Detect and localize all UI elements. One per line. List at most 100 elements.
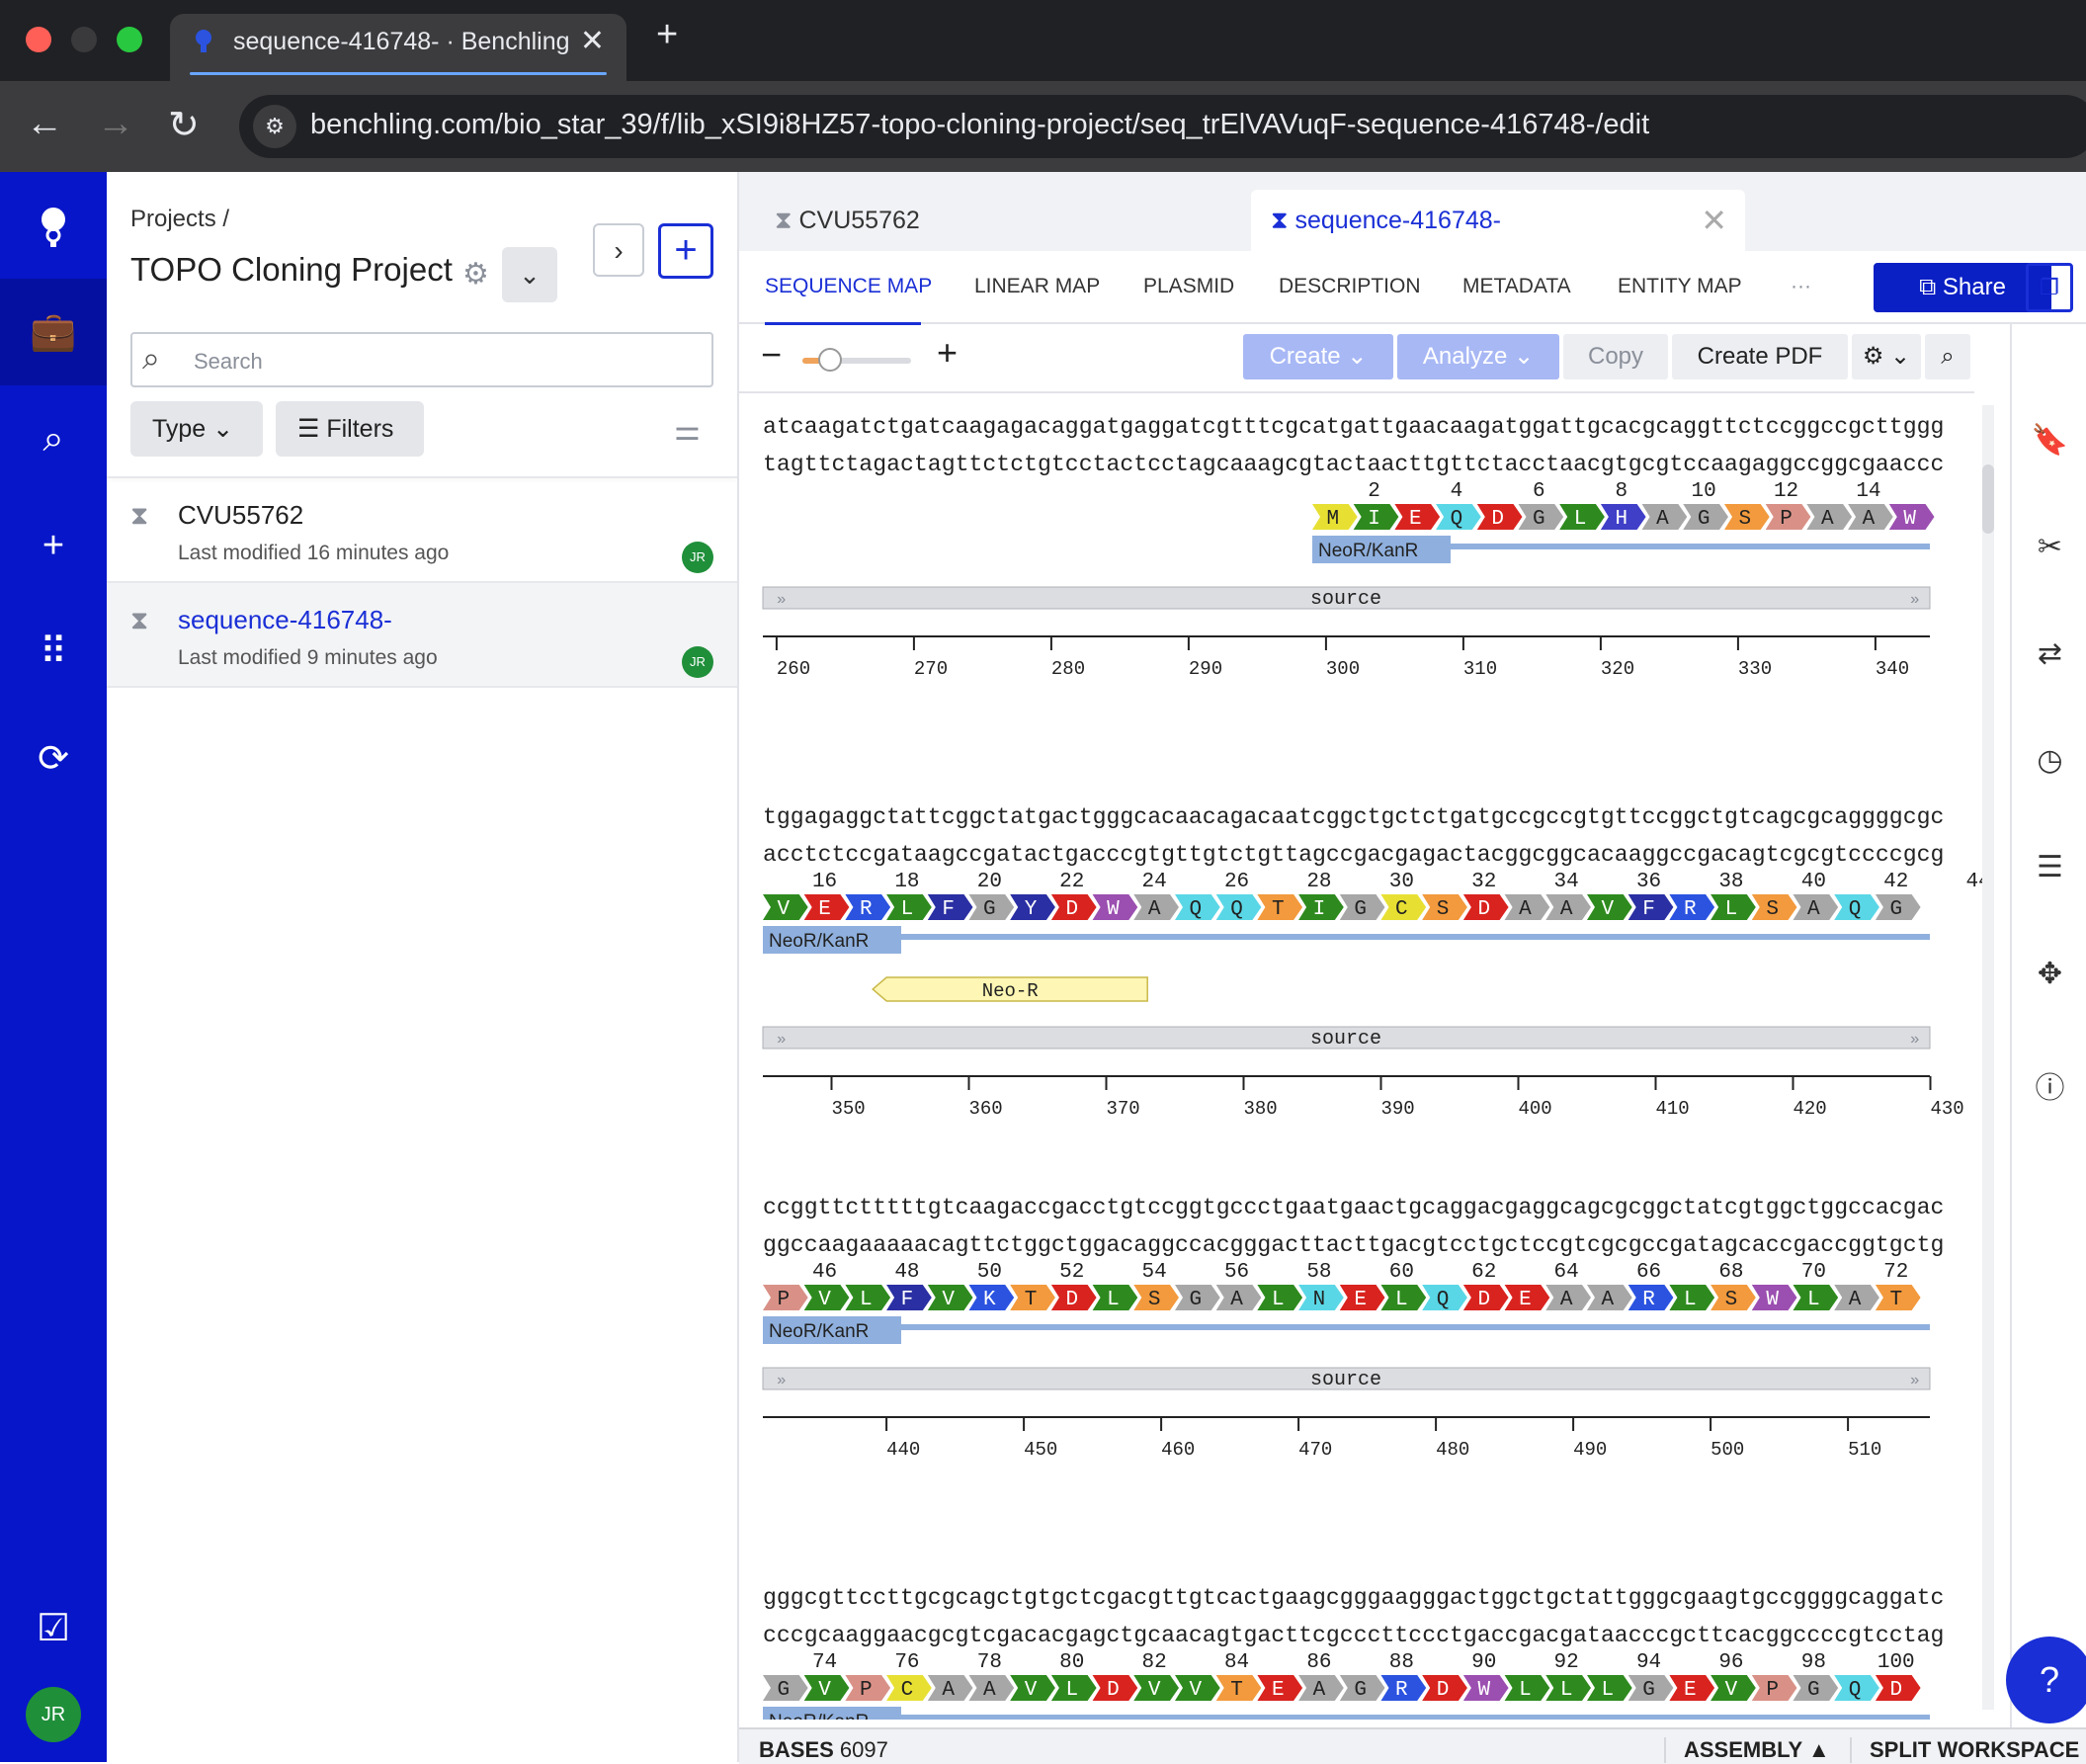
list-item[interactable]: ⧗ CVU55762 Last modified 16 minutes ago … (107, 478, 737, 583)
amino-acid-label: L (901, 898, 914, 921)
find-search-icon[interactable]: ⌕ (1925, 334, 1970, 379)
text-align-icon[interactable]: ☰ (2037, 851, 2063, 883)
item-name[interactable]: CVU55762 (178, 500, 304, 530)
tab-close-icon[interactable]: ✕ (579, 25, 605, 57)
amino-acid-mark (1793, 1675, 1839, 1701)
zoom-in-icon[interactable]: + (937, 332, 959, 373)
type-filter-dropdown[interactable]: Type ⌄ (130, 401, 263, 457)
sync-folder-icon[interactable]: ⟳ (38, 738, 69, 780)
tab-description[interactable]: DESCRIPTION (1279, 275, 1421, 297)
create-plus-icon[interactable]: + (42, 525, 65, 566)
amino-acid-label: A (942, 1679, 955, 1702)
divider (107, 476, 737, 478)
amino-acid-mark (1834, 894, 1879, 920)
amino-acid-label: A (983, 1679, 996, 1702)
amino-acid-label: G (1642, 1679, 1655, 1702)
settings-gear-icon[interactable]: ⚙ ⌄ (1852, 334, 1921, 379)
search-input[interactable] (192, 344, 690, 379)
ruler-tick-label: 290 (1189, 658, 1222, 680)
feature-annotation (763, 926, 901, 954)
assembly-button[interactable]: ASSEMBLY ▲ (1664, 1737, 1830, 1763)
copy-button[interactable]: Copy (1563, 334, 1668, 379)
more-tabs-icon[interactable]: ··· (1791, 275, 1811, 297)
tab-entity-map[interactable]: ENTITY MAP (1618, 275, 1742, 297)
split-workspace-button[interactable]: SPLIT WORKSPACE (1850, 1737, 2079, 1763)
amino-acid-mark (1092, 1285, 1138, 1310)
forward-arrow-icon[interactable]: → (97, 103, 134, 144)
back-arrow-icon[interactable]: ← (26, 103, 63, 144)
maximize-window-button[interactable] (117, 27, 142, 52)
info-icon[interactable]: ⓘ (2035, 1072, 2065, 1105)
zoom-slider[interactable] (802, 348, 911, 372)
create-dropdown-button[interactable]: Create ⌄ (1243, 334, 1393, 379)
minimize-window-button[interactable] (71, 27, 97, 52)
create-pdf-button[interactable]: Create PDF (1672, 334, 1848, 379)
breadcrumb[interactable]: Projects / (130, 206, 230, 232)
doc-tab-sequence-416748[interactable]: ⧗ sequence-416748- ✕ (1251, 190, 1745, 251)
amino-acid-label: R (1684, 898, 1697, 921)
close-tab-icon[interactable]: ✕ (1701, 203, 1727, 238)
amino-acid-label: D (1477, 1289, 1490, 1311)
source-label: source (1310, 1369, 1381, 1391)
share-button[interactable]: ⧉ Share (1874, 263, 2051, 312)
source-label: source (1310, 1028, 1381, 1050)
close-window-button[interactable] (26, 27, 51, 52)
tab-title: sequence-416748- · Benchling (233, 28, 569, 55)
residue-number-label: 84 (1224, 1651, 1249, 1674)
history-clock-icon[interactable]: ◷ (2037, 744, 2063, 777)
sequence-scrollbar[interactable] (1982, 405, 1994, 1710)
chevron-icon: » (1910, 1031, 1920, 1049)
list-settings-sliders-icon[interactable]: ⚌ (674, 414, 701, 447)
amino-acid-label: I (1368, 508, 1380, 531)
analyze-dropdown-button[interactable]: Analyze ⌄ (1397, 334, 1559, 379)
sequence-map[interactable]: atcaagatctgatcaagagacaggatgaggatcgtttcgc… (739, 395, 1990, 1720)
doc-tab-cvu55762[interactable]: ⧗ CVU55762 (775, 190, 920, 251)
tab-plasmid[interactable]: PLASMID (1143, 275, 1235, 297)
dna-bottom-strand: ggccaagaaaaacagttctggctggacaggccacgggact… (763, 1232, 1944, 1258)
ruler-tick-label: 410 (1656, 1098, 1690, 1120)
amino-acid-label: V (942, 1289, 955, 1311)
url-text[interactable]: benchling.com/bio_star_39/f/lib_xSI9i8HZ… (310, 109, 1650, 140)
expand-panel-button[interactable]: › (593, 223, 644, 277)
swap-arrows-icon[interactable]: ⇄ (2037, 637, 2063, 670)
project-menu-dropdown[interactable]: ⌄ (502, 247, 557, 302)
help-button[interactable]: ? (2006, 1637, 2086, 1723)
add-item-button[interactable]: + (658, 223, 713, 279)
sequence-map-canvas[interactable]: atcaagatctgatcaagagacaggatgaggatcgtttcgc… (739, 395, 1990, 1720)
new-tab-button[interactable]: + (656, 14, 679, 55)
tasks-checkbox-icon[interactable]: ☑ (36, 1608, 71, 1649)
residue-number-label: 20 (977, 871, 1002, 893)
browser-tab[interactable]: sequence-416748- · Benchling ✕ (170, 14, 626, 81)
user-avatar[interactable]: JR (26, 1687, 81, 1742)
residue-number-label: 92 (1554, 1651, 1579, 1674)
project-settings-gear-icon[interactable]: ⚙ (462, 258, 489, 291)
projects-briefcase-icon[interactable]: 💼 (0, 279, 107, 385)
scrollbar-thumb[interactable] (1982, 464, 1994, 534)
zoom-out-icon[interactable]: − (761, 334, 783, 375)
amino-acid-label: A (1560, 898, 1573, 921)
bookmark-icon[interactable]: 🔖 (2031, 424, 2069, 457)
scissors-icon[interactable]: ✂ (2037, 531, 2063, 563)
tab-linear-map[interactable]: LINEAR MAP (974, 275, 1101, 297)
move-arrows-icon[interactable]: ✥ (2037, 958, 2063, 990)
tab-sequence-map[interactable]: SEQUENCE MAP (765, 251, 932, 325)
copy-link-icon[interactable]: ❐ (2026, 263, 2073, 312)
list-item[interactable]: ⧗ sequence-416748- Last modified 9 minut… (107, 583, 737, 688)
zoom-slider-handle[interactable] (817, 348, 842, 372)
ruler-tick-label: 400 (1519, 1098, 1552, 1120)
search-icon[interactable]: ⌕ (42, 418, 64, 460)
reload-icon[interactable]: ↻ (168, 105, 200, 146)
item-name[interactable]: sequence-416748- (178, 605, 392, 634)
amino-acid-mark (1669, 894, 1715, 920)
bases-count: BASES 6097 (759, 1737, 888, 1763)
benchling-logo-icon[interactable] (0, 172, 107, 279)
amino-acid-mark (1215, 894, 1262, 920)
amino-acid-mark (968, 894, 1015, 920)
site-settings-icon[interactable]: ⚙ (253, 105, 296, 148)
apps-grid-icon[interactable]: ⠿ (40, 631, 67, 673)
address-bar[interactable]: ⚙ benchling.com/bio_star_39/f/lib_xSI9i8… (239, 95, 2086, 158)
filters-button[interactable]: ☰ Filters (276, 401, 424, 457)
amino-acid-mark (1050, 1675, 1097, 1701)
amino-acid-mark (1380, 1285, 1427, 1310)
tab-metadata[interactable]: METADATA (1462, 275, 1571, 297)
